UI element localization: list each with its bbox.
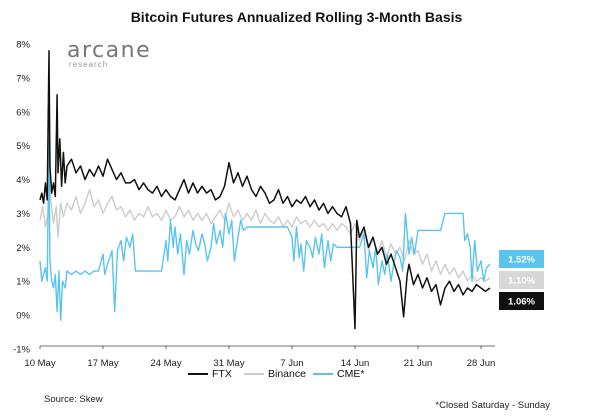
legend-swatch-binance (244, 373, 264, 375)
legend-label-ftx: FTX (212, 368, 232, 380)
x-axis-ticks: 10 May 17 May 24 May 31 May 7 Jun 14 Jun 21 Ju… (24, 346, 495, 369)
legend-item-cme: CME* (313, 368, 364, 380)
legend-label-cme: CME* (337, 368, 365, 380)
end-label-cme: 1.52% (508, 255, 535, 266)
x-tick-label: 21 Jun (404, 358, 433, 369)
y-tick-label: 1% (16, 277, 30, 288)
end-label-binance: 1.10% (508, 276, 535, 287)
x-tick-label: 17 May (87, 358, 118, 369)
end-label-ftx: 1.06% (508, 297, 535, 308)
y-axis-ticks: 8% 7% 6% 5% 4% 3% 2% 1% 0% -1% (13, 40, 30, 356)
x-tick-label: 7 Jun (280, 358, 303, 369)
end-label-box-cme (499, 250, 544, 268)
series-group (39, 50, 491, 330)
logo-wordmark: arcane (67, 38, 152, 63)
x-tick-label: 14 Jun (341, 358, 370, 369)
x-tick-label: 31 May (213, 358, 244, 369)
legend-swatch-ftx (188, 373, 208, 375)
end-label-box-binance (499, 271, 544, 289)
y-tick-label: 5% (16, 141, 30, 152)
y-tick-label: 4% (16, 175, 30, 186)
series-line-ftx (39, 50, 491, 330)
y-tick-label: 6% (16, 107, 30, 118)
arcane-research-logo: arcane research (67, 38, 151, 69)
x-tick-label: 28 Jun (467, 358, 496, 369)
logo-subtext: research (69, 60, 109, 69)
source-note: Source: Skew (44, 394, 103, 405)
legend-item-binance: Binance (244, 368, 306, 380)
y-tick-label: 8% (16, 40, 30, 51)
y-tick-label: 2% (16, 243, 30, 254)
footnote: *Closed Saturday - Sunday (435, 400, 550, 411)
x-tick-label: 24 May (150, 358, 181, 369)
legend-swatch-cme (313, 373, 333, 375)
chart-title: Bitcoin Futures Annualized Rolling 3-Mon… (130, 9, 463, 25)
y-tick-label: 3% (16, 209, 30, 220)
y-tick-label: 7% (16, 73, 30, 84)
legend-item-ftx: FTX (188, 368, 232, 380)
x-tick-label: 10 May (24, 358, 55, 369)
y-tick-label: 0% (16, 311, 30, 322)
series-line-cme (39, 138, 491, 321)
series-line-binance (39, 84, 491, 282)
end-label-box-ftx (499, 292, 544, 310)
legend-label-binance: Binance (268, 368, 306, 380)
y-tick-label: -1% (13, 345, 30, 356)
chart-legend: FTX Binance CME* (0, 368, 593, 386)
end-value-labels: 1.52% 1.10% 1.06% (499, 250, 544, 310)
